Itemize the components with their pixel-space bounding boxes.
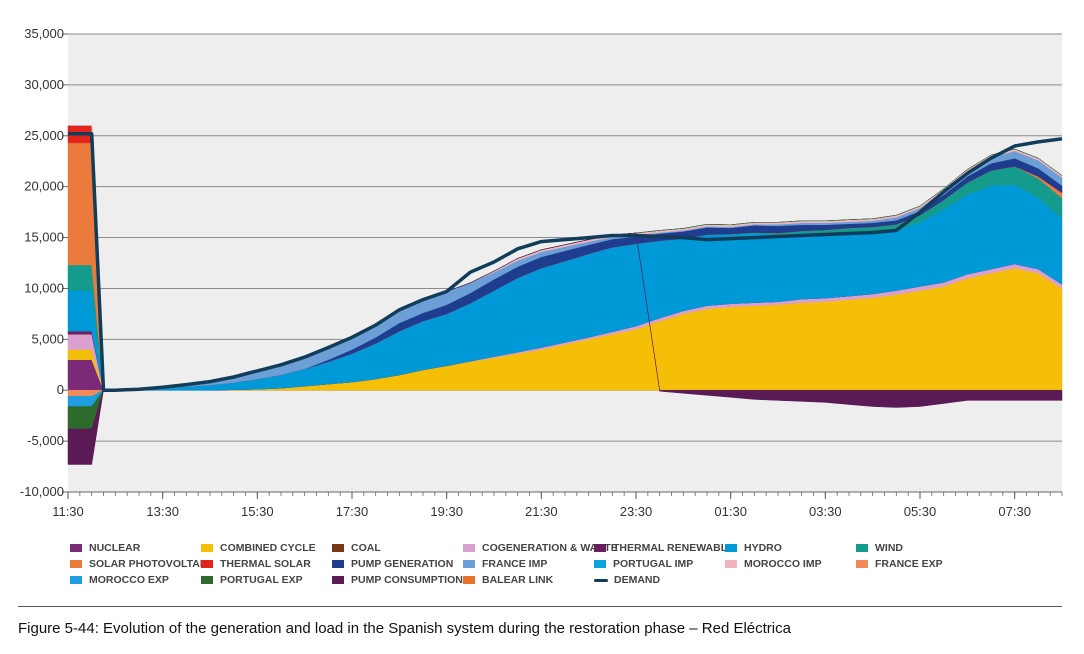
x-tick-label: 03:30 [809, 504, 842, 519]
demand-line-group [68, 131, 1063, 392]
legend-row: SOLAR PHOTOVOLTAIC THERMAL SOLAR PUMP GENE… [70, 556, 1070, 572]
legend-label: FRANCE EXP [875, 558, 943, 570]
legend-item: PUMP GENERATION [332, 556, 463, 572]
x-tick-label: 21:30 [525, 504, 558, 519]
legend-swatch [594, 560, 606, 568]
legend-label: PUMP CONSUMPTION [351, 574, 463, 586]
legend-label: PORTUGAL EXP [220, 574, 303, 586]
legend-swatch [594, 544, 606, 552]
x-tick-label: 19:30 [430, 504, 463, 519]
legend-item: FRANCE EXP [856, 556, 987, 572]
legend-item: NUCLEAR [70, 540, 201, 556]
x-tick-label: 07:30 [998, 504, 1031, 519]
legend-swatch [463, 560, 475, 568]
caption-rule [18, 606, 1062, 607]
legend-label: SOLAR PHOTOVOLTAIC [89, 558, 211, 570]
y-tick-label: 15,000 [24, 230, 64, 245]
legend-swatch [70, 560, 82, 568]
legend-label: BALEAR LINK [482, 574, 554, 586]
legend-item: PORTUGAL IMP [594, 556, 725, 572]
legend-swatch [725, 560, 737, 568]
legend-swatch [594, 578, 608, 582]
legend-swatch [463, 544, 475, 552]
legend-swatch [725, 544, 737, 552]
legend-label: MOROCCO IMP [744, 558, 822, 570]
legend-swatch [856, 544, 868, 552]
legend-item: BALEAR LINK [463, 572, 594, 588]
y-tick-label: 25,000 [24, 128, 64, 143]
stacked-area-chart: -10,000 -5,000 0 5,000 10,000 15,000 20,000 25,… [20, 26, 1063, 519]
y-tick-label: 20,000 [24, 179, 64, 194]
x-tick-label: 13:30 [146, 504, 179, 519]
x-tick-label: 05:30 [904, 504, 937, 519]
legend-item: WIND [856, 540, 987, 556]
x-tick-label: 23:30 [620, 504, 653, 519]
legend-swatch [70, 576, 82, 584]
chart-area: -10,000 -5,000 0 5,000 10,000 15,000 20,000 25,… [20, 26, 1063, 519]
legend-item: SOLAR PHOTOVOLTAIC [70, 556, 210, 572]
legend-item: MOROCCO EXP [70, 572, 201, 588]
legend-label: COGENERATION & WASTE [482, 542, 618, 554]
legend-row: NUCLEAR COMBINED CYCLE COAL COGENERATION & … [70, 540, 1070, 556]
legend-swatch [463, 576, 475, 584]
legend-swatch [70, 544, 82, 552]
demand-line [68, 131, 1063, 392]
legend-row: MOROCCO EXP PORTUGAL EXP PUMP CONSUMPTION B… [70, 572, 1070, 588]
x-tick-label: 11:30 [52, 504, 84, 519]
legend-item: HYDRO [725, 540, 856, 556]
y-tick-label: -10,000 [20, 484, 64, 499]
legend-label: PUMP GENERATION [351, 558, 454, 570]
legend-swatch [332, 576, 344, 584]
x-tick-label: 15:30 [241, 504, 274, 519]
legend-swatch [201, 560, 213, 568]
legend-item: COMBINED CYCLE [201, 540, 332, 556]
legend-label: THERMAL SOLAR [220, 558, 311, 570]
legend-item: COGENERATION & WASTE [463, 540, 618, 556]
legend-label: DEMAND [614, 574, 661, 586]
x-tick-label: 17:30 [336, 504, 369, 519]
legend-label: NUCLEAR [89, 542, 141, 554]
legend-swatch [201, 576, 213, 584]
axes: -10,000 -5,000 0 5,000 10,000 15,000 20,000 25,… [20, 26, 1063, 519]
legend-label: MOROCCO EXP [89, 574, 169, 586]
figure-caption: Figure 5-44: Evolution of the generation… [18, 620, 791, 637]
y-tick-label: 10,000 [24, 280, 64, 295]
legend-label: COMBINED CYCLE [220, 542, 316, 554]
y-tick-label: 5,000 [31, 331, 64, 346]
legend-label: THERMAL RENEWABLE [613, 542, 735, 554]
legend-label: HYDRO [744, 542, 782, 554]
legend-item: THERMAL SOLAR [201, 556, 332, 572]
legend-swatch [856, 560, 868, 568]
legend-swatch [332, 560, 344, 568]
y-tick-label: 30,000 [24, 77, 64, 92]
legend-item: PORTUGAL EXP [201, 572, 332, 588]
legend-item: MOROCCO IMP [725, 556, 856, 572]
x-tick-label: 01:30 [714, 504, 747, 519]
legend-item: COAL [332, 540, 463, 556]
legend-item: PUMP CONSUMPTION [332, 572, 463, 588]
legend: NUCLEAR COMBINED CYCLE COAL COGENERATION & … [70, 540, 1070, 588]
legend-swatch [201, 544, 213, 552]
legend-swatch [332, 544, 344, 552]
legend-label: WIND [875, 542, 903, 554]
legend-item: THERMAL RENEWABLE [594, 540, 734, 556]
y-tick-label: -5,000 [27, 433, 64, 448]
legend-label: FRANCE IMP [482, 558, 548, 570]
legend-item: FRANCE IMP [463, 556, 594, 572]
legend-label: COAL [351, 542, 381, 554]
legend-label: PORTUGAL IMP [613, 558, 694, 570]
y-tick-label: 35,000 [24, 26, 64, 41]
y-tick-label: 0 [57, 382, 64, 397]
legend-item: DEMAND [594, 572, 725, 588]
